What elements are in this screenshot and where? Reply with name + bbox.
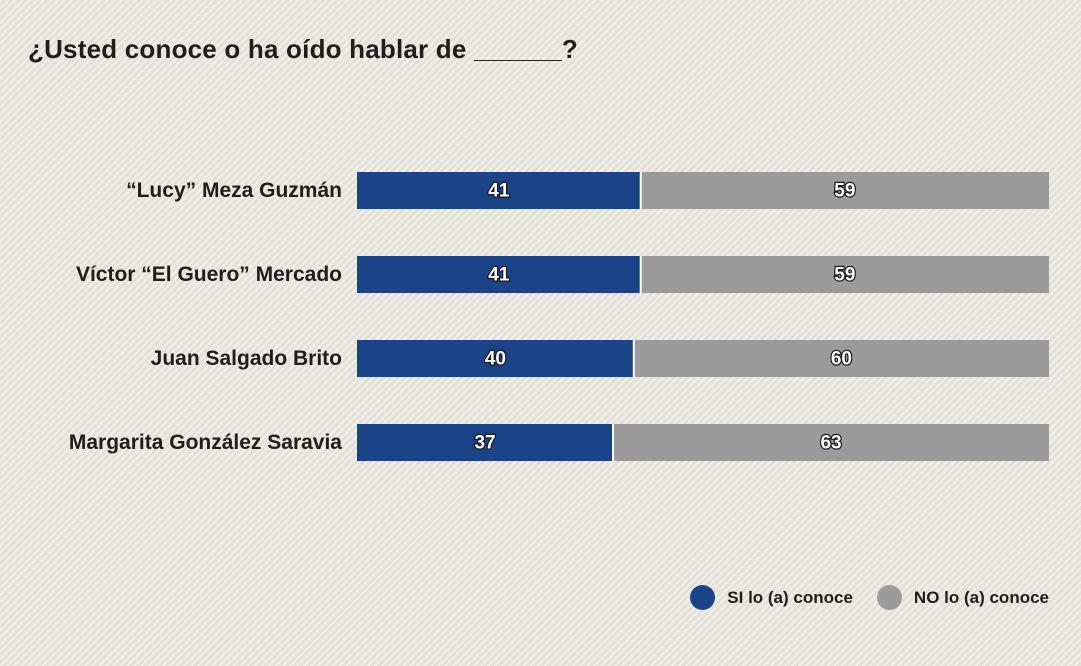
legend-swatch-si: [690, 585, 716, 610]
data-label: 37: [474, 433, 495, 454]
data-label: 63: [820, 433, 841, 454]
legend-item-no: NO lo (a) conoce: [876, 585, 1049, 610]
bar-si: [357, 340, 634, 377]
legend-swatch-no: [876, 585, 902, 610]
bar-no: [640, 256, 1049, 293]
legend-label-si: SI lo (a) conoce: [727, 587, 853, 607]
bar-si: [357, 172, 641, 209]
data-label: 59: [834, 181, 855, 202]
category-label: “Lucy” Meza Guzmán: [126, 179, 342, 202]
legend-item-si: SI lo (a) conoce: [690, 585, 853, 610]
legend-label-no: NO lo (a) conoce: [913, 587, 1049, 607]
data-label: 41: [488, 265, 510, 286]
data-label: 60: [831, 349, 852, 370]
bar-si: [357, 256, 641, 293]
legend: SI lo (a) conoce NO lo (a) conoce: [690, 585, 1049, 610]
data-label: 41: [488, 181, 510, 202]
category-label: Víctor “El Guero” Mercado: [76, 263, 342, 286]
data-label: 59: [834, 265, 855, 286]
chart-title: ¿Usted conoce o ha oído hablar de ______…: [28, 34, 579, 64]
data-label: 40: [485, 349, 506, 370]
bar-no: [633, 340, 1049, 377]
category-label: Juan Salgado Brito: [151, 347, 342, 370]
category-label: Margarita González Saravia: [69, 431, 342, 454]
bar-no: [640, 172, 1049, 209]
stacked-bar-chart: “Lucy” Meza Guzmán 41 59 Víctor “El Guero” …: [69, 172, 1049, 461]
bar-no: [613, 424, 1049, 461]
bar-si: [357, 424, 614, 461]
